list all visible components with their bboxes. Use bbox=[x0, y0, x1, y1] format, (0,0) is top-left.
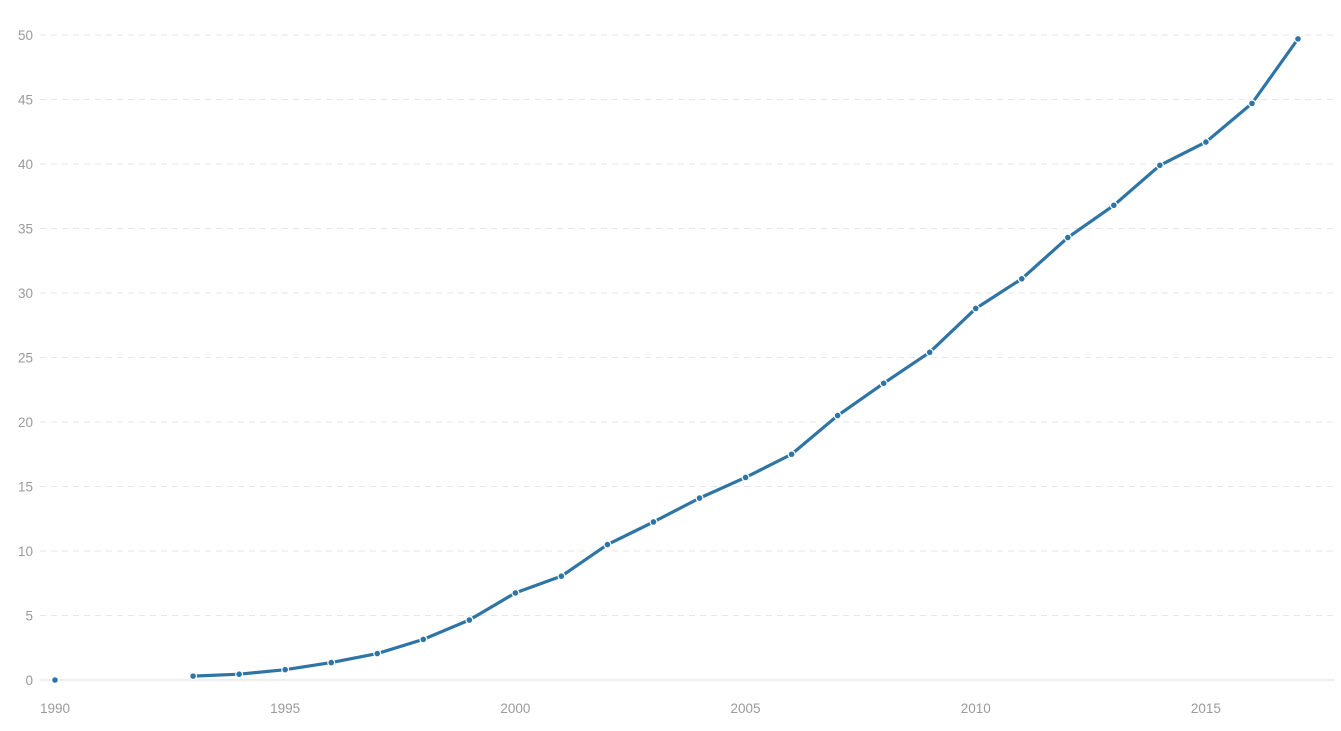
data-point[interactable] bbox=[327, 658, 336, 667]
data-point[interactable] bbox=[189, 672, 198, 681]
data-point[interactable] bbox=[741, 473, 750, 482]
data-point[interactable] bbox=[787, 450, 796, 459]
data-point[interactable] bbox=[419, 635, 428, 644]
data-point[interactable] bbox=[879, 379, 888, 388]
data-point[interactable] bbox=[695, 494, 704, 503]
data-point[interactable] bbox=[1063, 233, 1072, 242]
data-point[interactable] bbox=[971, 304, 980, 313]
data-point[interactable] bbox=[281, 665, 290, 674]
x-axis-tick-labels: 1990 1995 2000 2005 2010 2015 bbox=[40, 701, 1221, 716]
data-point[interactable] bbox=[373, 649, 382, 658]
y-tick-label: 50 bbox=[18, 28, 33, 43]
data-point[interactable] bbox=[1201, 138, 1210, 147]
x-tick-label: 2010 bbox=[961, 701, 991, 716]
data-point[interactable] bbox=[925, 348, 934, 357]
data-point[interactable] bbox=[833, 411, 842, 420]
data-point[interactable] bbox=[1017, 274, 1026, 283]
y-tick-label: 15 bbox=[18, 480, 33, 495]
data-point[interactable] bbox=[649, 517, 658, 526]
x-tick-label: 2005 bbox=[731, 701, 761, 716]
y-axis-tick-labels: 0 5 10 15 20 25 30 35 40 45 50 bbox=[18, 28, 33, 688]
y-tick-label: 40 bbox=[18, 157, 33, 172]
y-tick-label: 0 bbox=[25, 673, 33, 688]
data-point[interactable] bbox=[511, 588, 520, 597]
y-tick-label: 10 bbox=[18, 544, 33, 559]
data-point[interactable] bbox=[557, 572, 566, 581]
y-tick-label: 25 bbox=[18, 351, 33, 366]
x-tick-label: 2000 bbox=[500, 701, 530, 716]
data-point[interactable] bbox=[1293, 34, 1302, 43]
y-tick-label: 5 bbox=[25, 609, 33, 624]
y-tick-label: 20 bbox=[18, 415, 33, 430]
data-point[interactable] bbox=[1247, 99, 1256, 108]
y-tick-label: 35 bbox=[18, 222, 33, 237]
series-layer bbox=[50, 34, 1302, 684]
x-tick-label: 1995 bbox=[270, 701, 300, 716]
data-point[interactable] bbox=[603, 540, 612, 549]
data-point[interactable] bbox=[235, 670, 244, 679]
data-point[interactable] bbox=[1155, 161, 1164, 170]
grid-layer bbox=[40, 34, 1335, 681]
x-tick-label: 2015 bbox=[1191, 701, 1221, 716]
data-point[interactable] bbox=[1109, 201, 1118, 210]
data-point[interactable] bbox=[465, 616, 474, 625]
y-tick-label: 30 bbox=[18, 286, 33, 301]
data-point[interactable] bbox=[50, 675, 59, 684]
x-tick-label: 1990 bbox=[40, 701, 70, 716]
y-tick-label: 45 bbox=[18, 93, 33, 108]
